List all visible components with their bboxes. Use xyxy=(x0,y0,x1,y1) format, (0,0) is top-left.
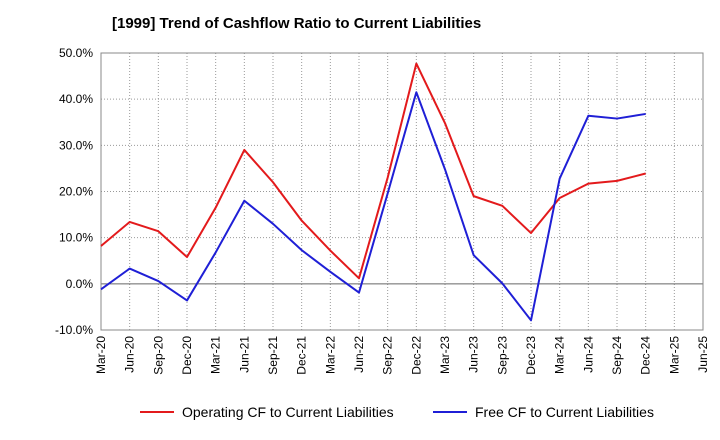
x-tick-label: Dec-21 xyxy=(295,336,309,375)
y-tick-label: 30.0% xyxy=(59,138,93,152)
y-tick-label: 50.0% xyxy=(59,46,93,60)
x-tick-label: Mar-23 xyxy=(438,336,452,374)
x-tick-label: Sep-24 xyxy=(610,336,624,375)
x-tick-label: Sep-23 xyxy=(495,336,509,375)
chart-title: [1999] Trend of Cashflow Ratio to Curren… xyxy=(112,15,482,32)
x-tick-label: Dec-20 xyxy=(180,336,194,375)
legend-swatch-free-cf xyxy=(433,411,467,413)
x-tick-label: Sep-20 xyxy=(151,336,165,375)
x-tick-label: Jun-23 xyxy=(467,336,481,373)
plot-frame xyxy=(100,52,704,331)
x-tick-label: Mar-24 xyxy=(553,336,567,374)
x-tick-label: Jun-22 xyxy=(352,336,366,373)
x-tick-label: Mar-25 xyxy=(667,336,681,374)
x-tick-label: Mar-21 xyxy=(209,336,223,374)
x-tick-label: Jun-25 xyxy=(696,336,710,373)
y-tick-label: -10.0% xyxy=(55,323,93,337)
legend-item-operating-cf: Operating CF to Current Liabilities xyxy=(140,404,394,420)
x-tick-label: Sep-22 xyxy=(381,336,395,375)
y-tick-label: 0.0% xyxy=(66,277,94,291)
x-tick-label: Dec-22 xyxy=(409,336,423,375)
y-tick-labels: -10.0% 0.0% 10.0% 20.0% 30.0% 40.0% 50.0% xyxy=(55,46,93,337)
y-tick-label: 10.0% xyxy=(59,231,93,245)
series-line-1 xyxy=(100,91,646,322)
legend-item-free-cf: Free CF to Current Liabilities xyxy=(433,404,654,420)
x-tick-labels: Mar-20 Jun-20 Sep-20 Dec-20 Mar-21 Jun-21 Sep-… xyxy=(94,336,710,375)
legend: Operating CF to Current Liabilities Free… xyxy=(0,404,720,426)
x-tick-label: Mar-22 xyxy=(323,336,337,374)
y-tick-label: 20.0% xyxy=(59,185,93,199)
x-tick-label: Sep-21 xyxy=(266,336,280,375)
y-tick-label: 40.0% xyxy=(59,92,93,106)
x-tick-label: Dec-24 xyxy=(639,336,653,375)
axes xyxy=(100,52,704,331)
x-tick-label: Jun-24 xyxy=(581,336,595,373)
legend-swatch-operating-cf xyxy=(140,411,174,413)
legend-label-operating-cf: Operating CF to Current Liabilities xyxy=(182,404,394,420)
x-tick-label: Dec-23 xyxy=(524,336,538,375)
x-tick-label: Jun-21 xyxy=(237,336,251,373)
series-lines xyxy=(100,62,646,322)
grid xyxy=(101,52,703,331)
legend-label-free-cf: Free CF to Current Liabilities xyxy=(475,404,654,420)
x-tick-label: Mar-20 xyxy=(94,336,108,374)
x-tick-label: Jun-20 xyxy=(123,336,137,373)
